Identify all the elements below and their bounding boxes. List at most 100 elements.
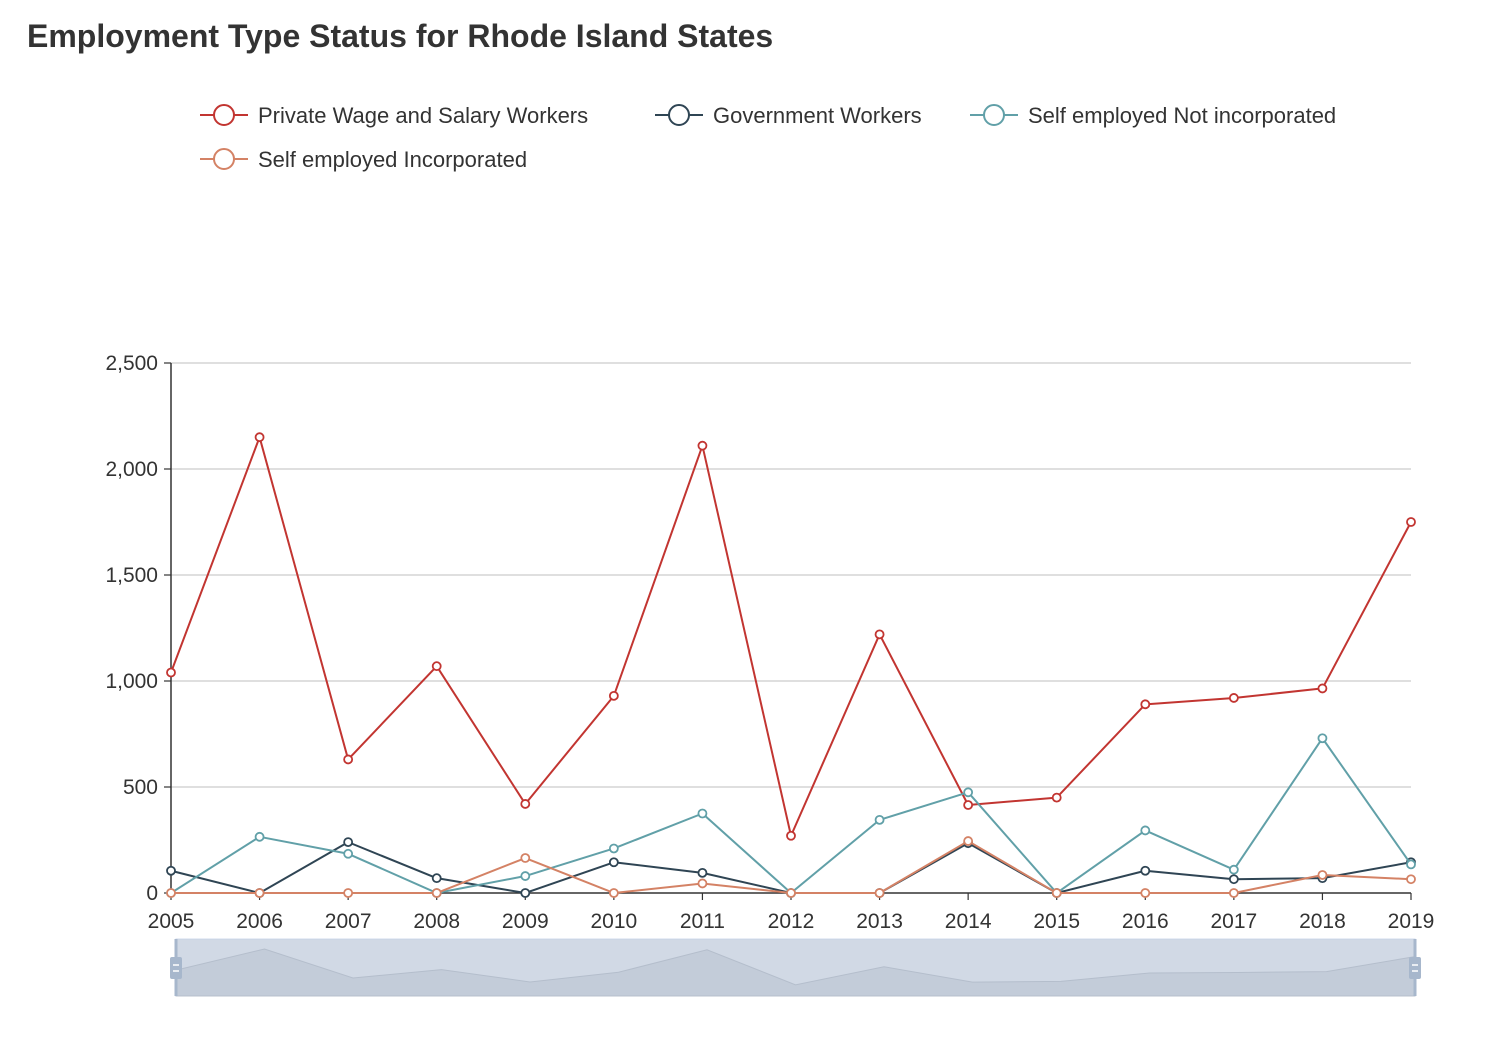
legend-marker-icon: [983, 104, 1005, 126]
y-tick-label: 0: [146, 882, 158, 905]
grid: [171, 362, 1411, 788]
data-point[interactable]: [1406, 859, 1416, 870]
data-point[interactable]: [343, 888, 354, 898]
series-line: [170, 841, 1412, 894]
zoom-handle[interactable]: [170, 939, 182, 996]
data-zoom-slider[interactable]: [170, 938, 1421, 997]
data-point[interactable]: [520, 853, 531, 863]
series: [166, 836, 1416, 898]
legend-item[interactable]: Government Workers: [655, 103, 922, 128]
x-tick-label: 2013: [856, 910, 903, 933]
data-point[interactable]: [254, 432, 265, 443]
data-point[interactable]: [608, 857, 619, 868]
data-point[interactable]: [697, 808, 708, 819]
data-point[interactable]: [1228, 693, 1239, 703]
data-point[interactable]: [1051, 792, 1062, 803]
y-tick-label: 2,500: [105, 352, 158, 375]
data-point[interactable]: [608, 690, 619, 701]
legend-label: Self employed Incorporated: [258, 147, 527, 172]
x-tick-label: 2007: [325, 910, 372, 933]
data-point[interactable]: [874, 814, 885, 825]
data-point[interactable]: [431, 873, 442, 884]
x-tick-label: 2012: [768, 910, 815, 933]
data-point[interactable]: [608, 843, 619, 854]
data-point[interactable]: [254, 888, 265, 898]
data-point[interactable]: [697, 878, 708, 889]
series: [166, 432, 1416, 841]
y-tick-label: 2,000: [105, 458, 158, 481]
legend-label: Government Workers: [713, 103, 922, 128]
x-tick-label: 2006: [236, 910, 283, 933]
legend-item[interactable]: Self employed Not incorporated: [970, 103, 1336, 128]
chart-title: Employment Type Status for Rhode Island …: [27, 18, 774, 54]
data-point[interactable]: [963, 836, 974, 846]
legend-marker-icon: [213, 104, 235, 126]
x-tick-label: 2015: [1033, 910, 1080, 933]
series-line: [170, 737, 1412, 894]
data-point[interactable]: [1140, 888, 1151, 898]
x-tick-label: 2009: [502, 910, 549, 933]
data-point[interactable]: [786, 888, 796, 898]
x-tick-label: 2017: [1210, 910, 1257, 933]
data-point[interactable]: [1140, 699, 1151, 710]
series-group: [166, 432, 1416, 898]
x-tick-label: 2008: [413, 910, 460, 933]
data-point[interactable]: [343, 837, 354, 848]
data-point[interactable]: [963, 800, 974, 810]
legend-item[interactable]: Self employed Incorporated: [200, 147, 527, 172]
data-point[interactable]: [1317, 870, 1328, 880]
data-point[interactable]: [1317, 683, 1328, 694]
data-point[interactable]: [520, 799, 531, 809]
zoom-handle-grip-icon: [1409, 957, 1421, 979]
legend-label: Self employed Not incorporated: [1028, 103, 1336, 128]
x-tick-label: 2010: [590, 910, 637, 933]
data-point[interactable]: [608, 888, 619, 898]
data-point[interactable]: [1140, 865, 1151, 876]
zoom-preview-area: [175, 948, 1416, 997]
data-point[interactable]: [1406, 517, 1416, 527]
data-point[interactable]: [431, 661, 442, 672]
x-tick-label: 2016: [1122, 910, 1169, 933]
data-point[interactable]: [1228, 888, 1239, 898]
series-line: [171, 840, 1412, 894]
data-point[interactable]: [166, 865, 176, 876]
data-point[interactable]: [963, 787, 974, 798]
data-point[interactable]: [1317, 733, 1328, 744]
data-point[interactable]: [1051, 888, 1062, 898]
x-tick-label: 2018: [1299, 910, 1346, 933]
series: [166, 733, 1416, 898]
x-tick-label: 2014: [945, 910, 992, 933]
legend-label: Private Wage and Salary Workers: [258, 103, 588, 128]
data-point[interactable]: [1228, 864, 1239, 875]
series-line: [170, 436, 1412, 837]
data-point[interactable]: [874, 629, 885, 640]
data-point[interactable]: [1228, 874, 1239, 885]
y-tick-label: 1,500: [105, 564, 158, 587]
zoom-handle[interactable]: [1409, 939, 1421, 996]
data-point[interactable]: [343, 754, 354, 765]
x-tick-label: 2005: [148, 910, 195, 933]
y-tick-label: 1,000: [105, 670, 158, 693]
data-point[interactable]: [343, 848, 354, 859]
data-point[interactable]: [254, 831, 265, 842]
legend: Private Wage and Salary Workers Governmen…: [200, 103, 1336, 172]
data-point[interactable]: [1140, 825, 1151, 836]
data-point[interactable]: [697, 440, 708, 451]
x-tick-label: 2011: [680, 910, 725, 933]
zoom-handle-grip-icon: [170, 957, 182, 979]
legend-item[interactable]: Private Wage and Salary Workers: [200, 103, 588, 128]
zoom-selection[interactable]: [176, 939, 1415, 996]
data-point[interactable]: [697, 867, 708, 878]
data-point[interactable]: [874, 888, 885, 898]
data-point[interactable]: [1406, 874, 1416, 885]
legend-marker-icon: [213, 148, 235, 170]
data-point[interactable]: [166, 667, 176, 678]
data-point[interactable]: [786, 830, 796, 841]
data-point[interactable]: [431, 888, 442, 898]
data-point[interactable]: [520, 888, 531, 898]
data-point[interactable]: [520, 871, 531, 881]
x-tick-label: 2019: [1388, 910, 1435, 933]
data-point[interactable]: [166, 888, 176, 898]
axes: 0 500 1,000 1,500 2,000 2,500 2005 2006 2007 2008…: [105, 352, 1434, 933]
